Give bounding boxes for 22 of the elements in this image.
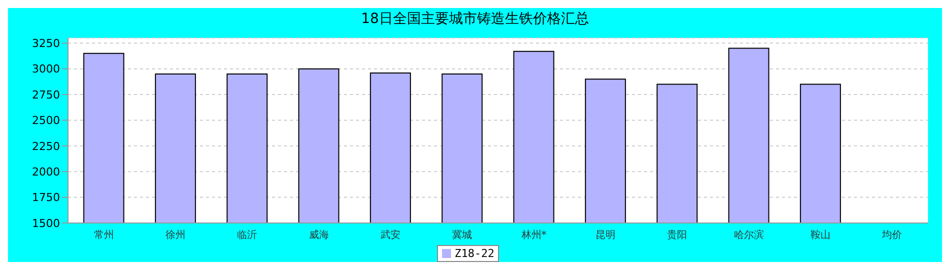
y-tick-label: 2250	[32, 140, 60, 153]
x-tick-label: 临沂	[237, 229, 258, 242]
x-tick-label: 贵阳	[667, 229, 688, 242]
x-tick-label: 威海	[308, 229, 329, 242]
x-tick-label: 徐州	[166, 229, 186, 242]
x-tick-label: 常州	[94, 229, 114, 242]
y-tick-label: 2750	[32, 88, 60, 102]
y-tick-label: 3000	[32, 62, 60, 76]
y-tick-label: 1750	[32, 191, 60, 204]
y-tick-label: 2500	[32, 114, 60, 128]
legend-label: Z18-22	[436, 245, 500, 262]
x-tick-label: 林州*	[520, 229, 546, 242]
y-tick-label: 2000	[32, 166, 60, 179]
x-tick-label: 鞍山	[810, 229, 830, 242]
x-tick-label: 昆明	[596, 230, 616, 242]
x-tick-label: 均价	[881, 229, 902, 242]
y-tick-label: 1500	[32, 216, 60, 230]
chart-title: 18日全国主要城市铸造生铁价格汇总	[360, 10, 590, 29]
x-tick-label: 哈尔滨	[734, 229, 764, 242]
x-tick-label: 冀城	[452, 229, 472, 242]
y-tick-label: 3250	[32, 37, 60, 50]
x-tick-label: 武安	[380, 229, 400, 242]
